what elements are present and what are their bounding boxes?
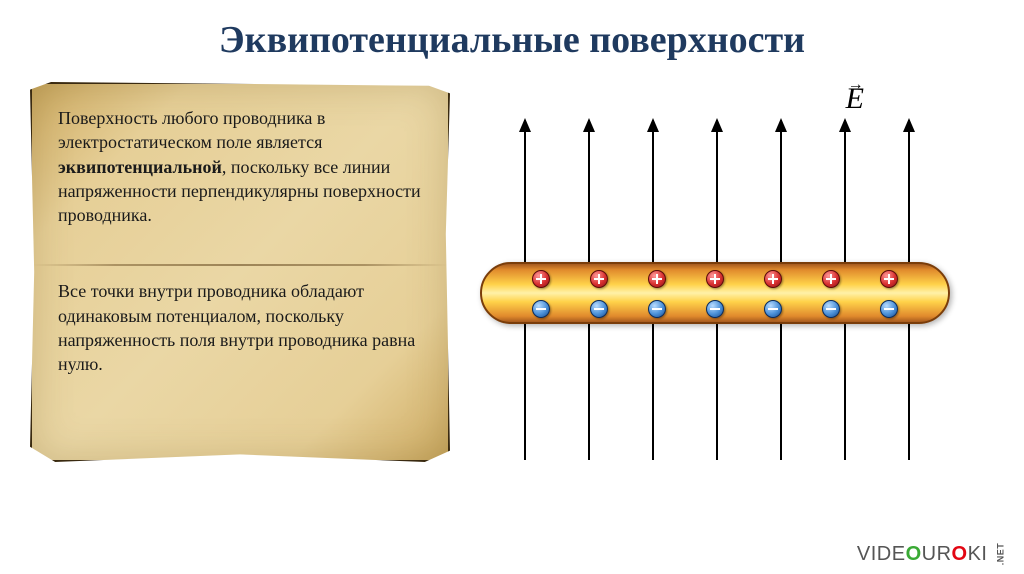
watermark: VIDEOUROKI.NET: [857, 543, 1010, 566]
page-title: Эквипотенциальные поверхности: [0, 0, 1024, 62]
wm-o1: O: [906, 543, 922, 566]
field-diagram: → E: [480, 82, 994, 482]
positive-charge-icon: [532, 270, 550, 288]
wm-o2: O: [952, 543, 968, 566]
para1-bold: эквипотенциальной: [58, 157, 222, 177]
conductor-rod: [480, 262, 950, 324]
positive-charge-icon: [706, 270, 724, 288]
negative-charge-icon: [590, 300, 608, 318]
negative-charge-icon: [532, 300, 550, 318]
negative-charge-icon: [648, 300, 666, 318]
positive-charge-icon: [648, 270, 666, 288]
positive-charge-icon: [822, 270, 840, 288]
negative-charges-row: [482, 300, 948, 318]
negative-charge-icon: [706, 300, 724, 318]
positive-charge-icon: [880, 270, 898, 288]
negative-charge-icon: [764, 300, 782, 318]
parchment-paragraph-1: Поверхность любого проводника в электрос…: [58, 106, 422, 227]
vector-arrow-icon: →: [848, 76, 864, 94]
positive-charge-icon: [764, 270, 782, 288]
positive-charge-icon: [590, 270, 608, 288]
wm-part2: UR: [922, 543, 952, 566]
negative-charge-icon: [822, 300, 840, 318]
wm-part1: VIDE: [857, 543, 906, 566]
parchment-note: Поверхность любого проводника в электрос…: [30, 82, 450, 462]
negative-charge-icon: [880, 300, 898, 318]
para1-pre: Поверхность любого проводника в электрос…: [58, 108, 325, 152]
wm-part3: KI: [968, 543, 988, 566]
wm-net: .NET: [996, 543, 1006, 566]
content-row: Поверхность любого проводника в электрос…: [0, 62, 1024, 482]
positive-charges-row: [482, 270, 948, 288]
parchment-paragraph-2: Все точки внутри проводника обладают оди…: [58, 279, 422, 376]
